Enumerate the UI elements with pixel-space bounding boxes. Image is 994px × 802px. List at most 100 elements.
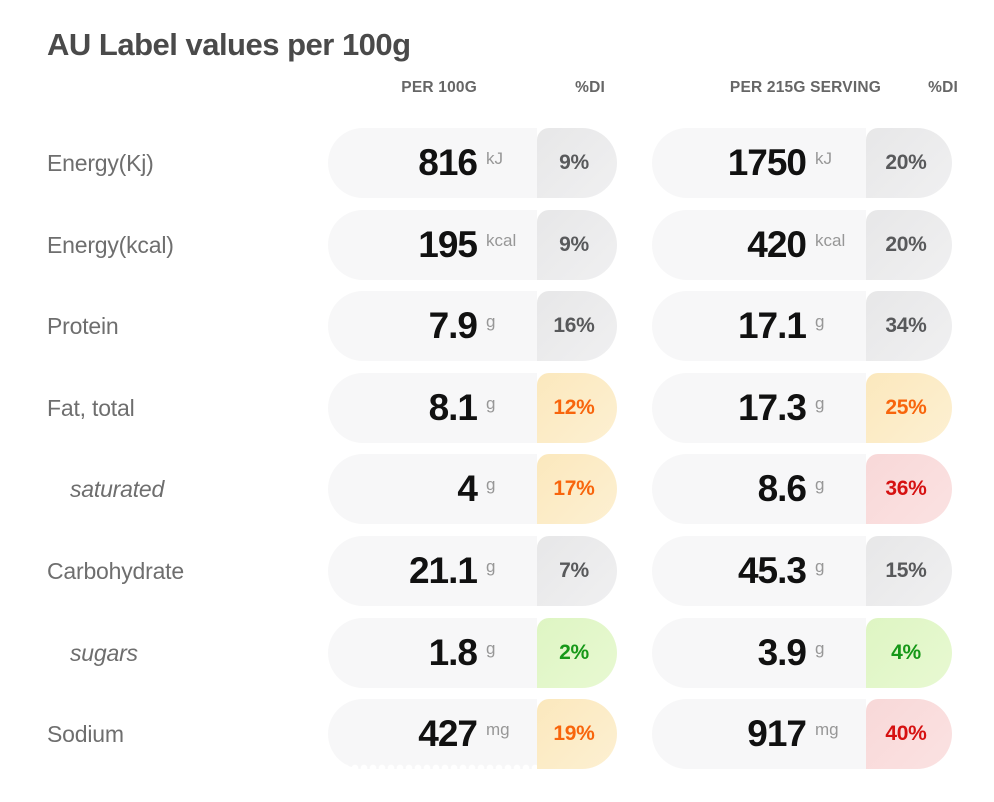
per-100g-di-value: 7% [559,559,589,582]
per-serving-value-unit: g [815,394,825,413]
nutrient-label: saturated [70,475,165,502]
per-serving-value-unit: kcal [815,231,846,250]
per-100g-di-badge: 2% [537,618,617,688]
per-serving-value-cell: 420 kcal [652,210,866,280]
per-100g-pill: 8.1 g 12% [328,373,617,443]
per-serving-di-value: 25% [885,396,927,419]
col-header-di-100g: %DI [575,79,605,96]
per-100g-value-cell: 21.1 g [328,536,537,606]
nutrient-label: Carbohydrate [47,557,184,584]
per-serving-pill: 420 kcal 20% [652,210,952,280]
per-100g-value-cell: 4 g [328,454,537,524]
per-100g-pill: 816 kJ 9% [328,128,617,198]
nutrient-row: saturated 4 g 17% 8.6 g 36% [0,454,994,524]
per-100g-value-cell: 8.1 g [328,373,537,443]
per-100g-value-number: 21.1 [408,550,478,591]
per-serving-value-cell: 45.3 g [652,536,866,606]
per-100g-value-unit: kcal [486,231,517,250]
page-title: AU Label values per 100g [47,27,411,62]
per-100g-value-cell: 427 mg [328,699,537,772]
per-serving-value-number: 45.3 [737,550,807,591]
per-100g-di-badge: 9% [537,128,617,198]
per-100g-value-number: 4 [457,468,478,509]
nutrient-row: Fat, total 8.1 g 12% 17.3 g 25% [0,373,994,443]
per-serving-value-unit: g [815,557,825,576]
per-100g-value-cell: 1.8 g [328,618,537,688]
per-serving-value-unit: mg [815,720,839,739]
per-100g-value-unit: mg [486,720,510,739]
per-serving-pill: 3.9 g 4% [652,618,952,688]
nutrient-label: Sodium [47,720,124,747]
per-100g-pill: 1.8 g 2% [328,618,617,688]
per-serving-value-number: 420 [747,224,807,265]
nutrient-label: sugars [70,639,138,666]
per-serving-value-cell: 3.9 g [652,618,866,688]
nutrient-row: Carbohydrate 21.1 g 7% 45.3 g 15% [0,536,994,606]
nutrient-label: Fat, total [47,394,135,421]
per-100g-value-cell: 816 kJ [328,128,537,198]
per-100g-di-badge: 17% [537,454,617,524]
per-serving-pill: 17.3 g 25% [652,373,952,443]
per-serving-value-cell: 1750 kJ [652,128,866,198]
col-header-per-serving: PER 215G SERVING [729,79,881,96]
per-100g-value-number: 427 [418,713,478,754]
per-100g-di-badge: 19% [537,699,617,769]
per-100g-di-value: 17% [553,477,595,500]
per-serving-value-cell: 17.1 g [652,291,866,361]
per-serving-pill: 8.6 g 36% [652,454,952,524]
nutrient-label: Energy(kcal) [47,231,174,258]
per-serving-pill: 17.1 g 34% [652,291,952,361]
col-header-per-100g: PER 100G [401,79,477,96]
per-100g-di-badge: 12% [537,373,617,443]
per-serving-di-badge: 36% [866,454,952,524]
per-serving-di-badge: 20% [866,210,952,280]
per-serving-di-value: 34% [885,314,927,337]
per-serving-value-number: 3.9 [757,632,807,673]
col-header-di-serving: %DI [928,79,958,96]
per-serving-di-value: 15% [885,559,927,582]
per-100g-pill: 427 mg 19% [328,699,617,772]
per-100g-value-number: 816 [418,142,478,183]
per-100g-di-value: 9% [559,233,589,256]
per-serving-value-cell: 8.6 g [652,454,866,524]
per-serving-value-number: 17.3 [737,387,807,428]
per-serving-value-number: 917 [747,713,807,754]
per-serving-di-value: 40% [885,722,927,745]
per-100g-value-cell: 195 kcal [328,210,537,280]
per-serving-di-badge: 20% [866,128,952,198]
per-100g-value-unit: g [486,557,496,576]
per-100g-value-cell: 7.9 g [328,291,537,361]
per-serving-value-unit: g [815,312,825,331]
per-100g-value-number: 8.1 [428,387,478,428]
per-100g-pill: 4 g 17% [328,454,617,524]
per-serving-di-value: 20% [885,151,927,174]
per-serving-value-number: 17.1 [737,305,807,346]
per-serving-di-value: 20% [885,233,927,256]
per-serving-value-number: 8.6 [757,468,807,509]
per-100g-value-number: 195 [418,224,478,265]
nutrient-row: Protein 7.9 g 16% 17.1 g 34% [0,291,994,361]
nutrient-label: Energy(Kj) [47,149,154,176]
per-serving-di-value: 36% [885,477,927,500]
per-100g-di-badge: 7% [537,536,617,606]
per-serving-value-unit: g [815,639,825,658]
per-100g-value-number: 1.8 [428,632,478,673]
per-100g-di-badge: 9% [537,210,617,280]
per-serving-value-unit: g [815,475,825,494]
per-100g-di-value: 19% [553,722,595,745]
per-100g-value-unit: g [486,639,496,658]
nutrient-row: sugars 1.8 g 2% 3.9 g 4% [0,618,994,688]
per-serving-di-value: 4% [891,641,921,664]
per-100g-di-badge: 16% [537,291,617,361]
per-serving-pill: 45.3 g 15% [652,536,952,606]
per-100g-pill: 195 kcal 9% [328,210,617,280]
per-100g-pill: 21.1 g 7% [328,536,617,606]
per-serving-di-badge: 15% [866,536,952,606]
nutrient-row: Energy(Kj) 816 kJ 9% 1750 kJ 20% [0,128,994,198]
per-100g-di-value: 12% [553,396,595,419]
nutrient-row: Sodium 427 mg 19% 917 mg 40% [0,699,994,772]
per-100g-di-value: 2% [559,641,589,664]
per-serving-di-badge: 25% [866,373,952,443]
per-100g-di-value: 9% [559,151,589,174]
